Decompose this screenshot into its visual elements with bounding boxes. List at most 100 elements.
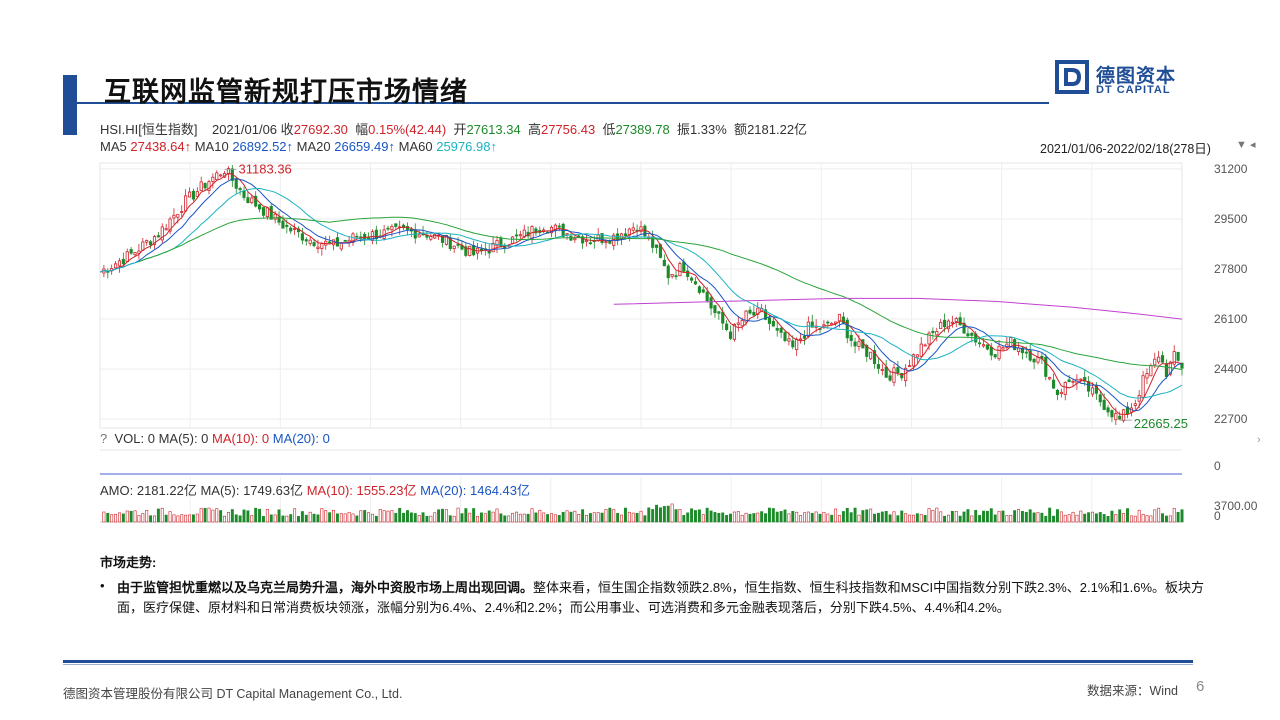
amo-bar-down	[884, 511, 888, 523]
amo-bar-down	[409, 512, 413, 523]
amo-bar-up	[604, 509, 608, 523]
candle-down	[1164, 363, 1168, 378]
amo-bar-down	[1164, 515, 1168, 523]
candle-up	[133, 252, 137, 256]
amo-legend: AMO: 2181.22亿 MA(5): 1749.63亿 MA(10): 15…	[100, 480, 530, 499]
candle-up	[927, 332, 931, 345]
amo-bar-up	[612, 509, 616, 523]
amo-bar-down	[943, 515, 947, 523]
candle-up	[1090, 387, 1095, 395]
amo-bar-down	[658, 507, 662, 523]
amo-bar-up	[386, 510, 390, 523]
candle-up	[510, 236, 515, 244]
max-label: 31183.36	[239, 161, 292, 176]
amo-bar-up	[367, 512, 371, 523]
candle-down	[962, 322, 966, 334]
candle-up	[923, 344, 927, 347]
candle-down	[985, 344, 989, 350]
amo-bar-up	[351, 513, 355, 523]
amo-bar-up	[550, 513, 553, 523]
amo-bar-down	[164, 514, 168, 523]
amo-bar-down	[413, 513, 417, 523]
candle-up	[584, 239, 589, 242]
candle-up	[219, 174, 223, 177]
date-range[interactable]: 2021/01/06-2022/02/18(278日)	[1040, 142, 1211, 156]
candle-up	[1036, 357, 1040, 363]
amo-bar-up	[954, 511, 958, 523]
amo-bar-up	[585, 514, 588, 523]
candle-up	[160, 226, 164, 241]
vol-ma5: MA(5): 0	[158, 431, 209, 446]
amo-bar-up	[172, 514, 176, 523]
candle-down	[701, 289, 705, 293]
amo-bar-up	[947, 514, 950, 523]
amo-bar-down	[705, 507, 709, 523]
amo-bar-up	[1091, 511, 1094, 523]
triangle-down-icon[interactable]: ▼ ◂	[1236, 139, 1256, 151]
amo-bar-up	[265, 509, 269, 523]
amo-bar-down	[129, 510, 133, 523]
candle-down	[791, 340, 795, 348]
candle-down	[993, 354, 997, 358]
candle-up	[293, 228, 297, 230]
amo-bar-up	[215, 508, 219, 523]
vol-label: VOL: 0	[114, 431, 155, 446]
amo-bar-up	[125, 510, 129, 523]
amo-bar-up	[133, 510, 137, 523]
amo-bar-down	[1110, 510, 1114, 523]
candle-up	[172, 214, 176, 219]
amo-label: AMO: 2181.22亿	[100, 483, 197, 498]
candle-up	[195, 191, 199, 197]
candle-down	[662, 259, 666, 267]
amo-bar-down	[725, 515, 729, 523]
amo-bar-down	[697, 509, 701, 523]
amo-bar-down	[900, 510, 904, 523]
candle-up	[799, 338, 803, 341]
amo-bar-down	[830, 514, 834, 523]
dt-logo-icon	[1055, 60, 1089, 94]
candle-up	[795, 338, 799, 351]
candle-down	[1176, 351, 1180, 361]
amo-bar-down	[448, 515, 452, 523]
candle-down	[884, 366, 888, 378]
amo-bar-down	[993, 514, 997, 523]
candle-up	[273, 213, 277, 220]
candle-down	[721, 311, 725, 324]
open-label: 开	[453, 122, 467, 137]
amo-bar-up	[892, 511, 896, 523]
candle-up	[114, 263, 118, 269]
amo-bar-down	[1161, 513, 1165, 523]
amo-bar-up	[939, 511, 943, 523]
amo-bar-up	[1157, 507, 1161, 523]
help-icon[interactable]: ?	[100, 431, 108, 446]
y-tick-label: 24400	[1214, 362, 1248, 376]
amo-bar-down	[666, 505, 670, 523]
candle-up	[168, 218, 172, 232]
vol-ma10: MA(10): 0	[212, 431, 270, 446]
candle-up	[265, 207, 269, 217]
amo-bar-down	[281, 515, 285, 523]
candle-up	[1071, 380, 1075, 383]
candle-up	[187, 191, 192, 198]
candle-down	[845, 319, 849, 339]
candle-up	[429, 236, 433, 240]
amo-bar-down	[289, 514, 293, 523]
amo-bar-up	[1036, 512, 1040, 523]
amo-bar-up	[211, 509, 215, 523]
candle-up	[491, 242, 495, 253]
amo-bar-up	[1122, 513, 1126, 523]
candle-down	[725, 323, 729, 330]
amo-bar-down	[441, 508, 444, 523]
amo-bar-up	[339, 513, 343, 523]
candle-up	[452, 245, 456, 249]
ma-lines	[99, 172, 1183, 416]
amo-bar-down	[674, 509, 678, 523]
candle-down	[853, 341, 857, 347]
amo-bar-up	[1149, 515, 1153, 523]
amo-bar-up	[141, 513, 145, 523]
candle-down	[775, 328, 779, 331]
quote-date: 2021/01/06	[211, 122, 278, 137]
chart-grid	[99, 162, 1183, 522]
ma10-value: 26892.52↑	[232, 139, 294, 154]
amo-bar-up	[1017, 508, 1020, 523]
